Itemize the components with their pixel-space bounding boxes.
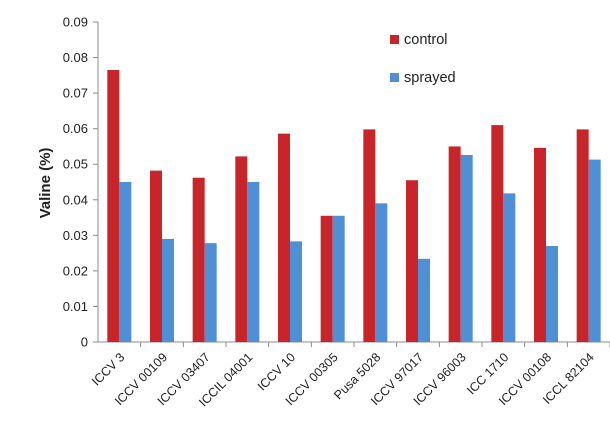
y-tick-label: 0.06 bbox=[63, 121, 88, 136]
y-axis-label: Valine (%) bbox=[37, 148, 54, 219]
y-tick-label: 0.02 bbox=[63, 263, 88, 278]
y-tick-label: 0 bbox=[81, 335, 88, 350]
x-axis bbox=[98, 341, 610, 347]
legend-label-sprayed: sprayed bbox=[404, 70, 456, 86]
y-tick-label: 0.01 bbox=[63, 299, 88, 314]
bar-sprayed bbox=[375, 203, 388, 342]
bar-control bbox=[534, 147, 546, 342]
y-tick-label: 0.09 bbox=[63, 15, 88, 30]
y-tick-label: 0.05 bbox=[63, 157, 88, 172]
bar-control bbox=[320, 215, 333, 342]
bar-sprayed bbox=[119, 182, 132, 342]
bar-control bbox=[278, 133, 290, 342]
y-tick-label: 0.03 bbox=[63, 228, 88, 243]
bar-control bbox=[491, 125, 504, 342]
bar-control bbox=[363, 129, 376, 342]
x-category-label: ICCV 10 bbox=[255, 350, 298, 393]
bar-sprayed bbox=[247, 182, 260, 342]
y-axis: 0 0.01 0.02 0.03 0.04 0.05 0.06 0.07 0.08 0.09 bbox=[63, 15, 99, 350]
bar-control bbox=[192, 177, 205, 342]
bar-control bbox=[150, 170, 162, 342]
bars bbox=[107, 70, 601, 342]
bar-control bbox=[107, 70, 120, 342]
legend: control sprayed bbox=[390, 32, 456, 86]
legend-label-control: control bbox=[404, 32, 448, 48]
bar-control bbox=[448, 146, 461, 342]
x-category-label: ICCV 3 bbox=[89, 350, 127, 388]
bar-sprayed bbox=[418, 258, 430, 342]
bar-sprayed bbox=[162, 238, 174, 342]
bar-sprayed bbox=[204, 243, 217, 342]
bar-sprayed bbox=[290, 241, 302, 342]
bar-sprayed bbox=[460, 154, 473, 342]
y-tick-label: 0.08 bbox=[63, 50, 88, 65]
legend-swatch-sprayed bbox=[390, 73, 399, 82]
legend-swatch-control bbox=[390, 35, 399, 44]
bar-sprayed bbox=[588, 159, 601, 342]
bar-sprayed bbox=[546, 246, 558, 342]
y-tick-label: 0.04 bbox=[63, 192, 88, 207]
bar-control bbox=[235, 156, 248, 342]
y-tick-label: 0.07 bbox=[63, 86, 88, 101]
bar-control bbox=[576, 129, 589, 342]
bar-control bbox=[406, 180, 418, 342]
bar-sprayed bbox=[332, 215, 345, 342]
bar-sprayed bbox=[503, 193, 516, 342]
